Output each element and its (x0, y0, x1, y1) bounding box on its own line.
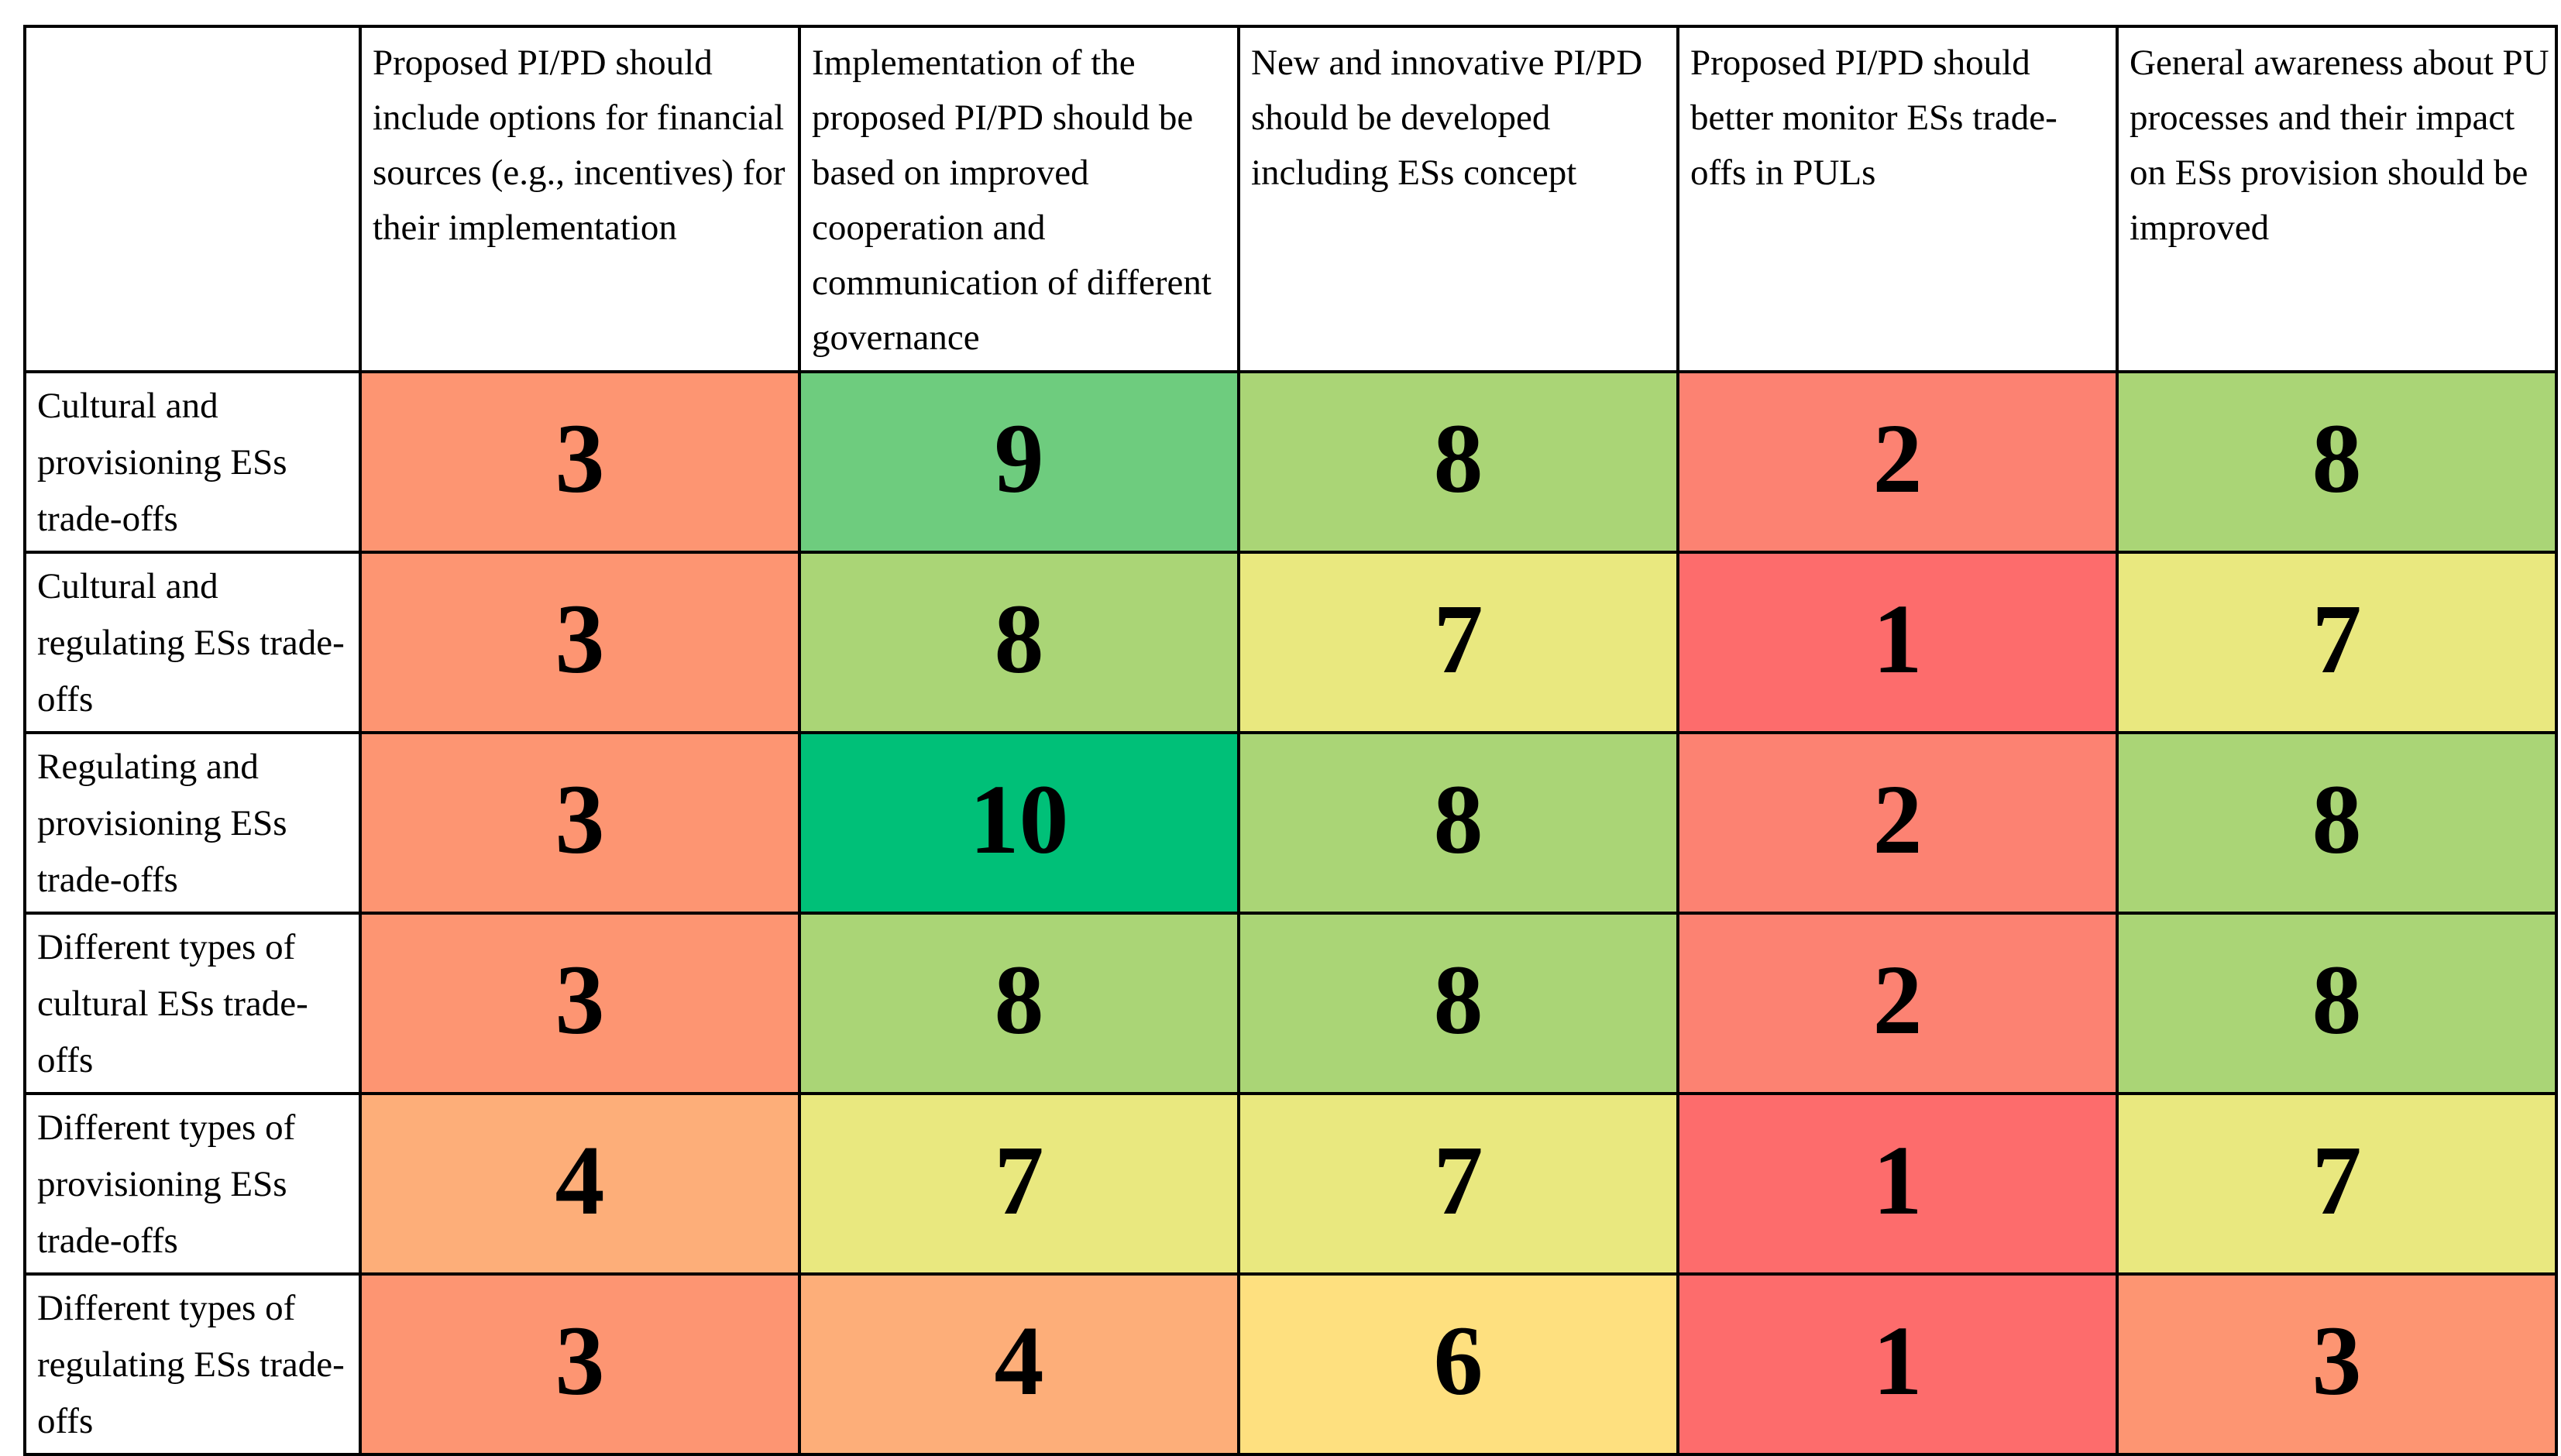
column-header-1: Proposed PI/PD should include options fo… (359, 25, 801, 373)
header-row: Proposed PI/PD should include options fo… (23, 25, 2558, 373)
heatmap-cell: 3 (359, 370, 801, 554)
heatmap-cell: 1 (1676, 1092, 2119, 1276)
table-row: Different types of cultural ESs trade-of… (23, 912, 2558, 1095)
table-row: Regulating and provisioning ESs trade-of… (23, 731, 2558, 915)
column-header-3: New and innovative PI/PD should be devel… (1237, 25, 1679, 373)
table-row: Different types of regulating ESs trade-… (23, 1272, 2558, 1456)
heatmap-cell: 2 (1676, 912, 2119, 1095)
heatmap-cell: 3 (359, 551, 801, 734)
heatmap-cell: 7 (2116, 1092, 2558, 1276)
trade-offs-heatmap-table: Proposed PI/PD should include options fo… (23, 25, 2558, 1456)
heatmap-cell: 3 (359, 912, 801, 1095)
heatmap-cell: 10 (798, 731, 1240, 915)
heatmap-cell: 4 (798, 1272, 1240, 1456)
heatmap-cell: 8 (798, 912, 1240, 1095)
heatmap-cell: 1 (1676, 1272, 2119, 1456)
table-row: Cultural and provisioning ESs trade-offs… (23, 370, 2558, 554)
row-label-3: Regulating and provisioning ESs trade-of… (23, 731, 362, 915)
heatmap-cell: 6 (1237, 1272, 1679, 1456)
heatmap-cell: 3 (2116, 1272, 2558, 1456)
row-label-4: Different types of cultural ESs trade-of… (23, 912, 362, 1095)
heatmap-cell: 1 (1676, 551, 2119, 734)
heatmap-cell: 9 (798, 370, 1240, 554)
row-label-1: Cultural and provisioning ESs trade-offs (23, 370, 362, 554)
heatmap-cell: 7 (2116, 551, 2558, 734)
heatmap-cell: 8 (2116, 370, 2558, 554)
heatmap-cell: 8 (1237, 731, 1679, 915)
heatmap-cell: 7 (1237, 551, 1679, 734)
corner-cell (23, 25, 362, 373)
heatmap-cell: 2 (1676, 731, 2119, 915)
heatmap-cell: 7 (798, 1092, 1240, 1276)
heatmap-cell: 3 (359, 731, 801, 915)
heatmap-cell: 8 (798, 551, 1240, 734)
heatmap-cell: 8 (1237, 912, 1679, 1095)
table-row: Different types of provisioning ESs trad… (23, 1092, 2558, 1276)
heatmap-cell: 8 (2116, 912, 2558, 1095)
column-header-2: Implementation of the proposed PI/PD sho… (798, 25, 1240, 373)
heatmap-cell: 4 (359, 1092, 801, 1276)
column-header-4: Proposed PI/PD should better monitor ESs… (1676, 25, 2119, 373)
row-label-6: Different types of regulating ESs trade-… (23, 1272, 362, 1456)
heatmap-cell: 2 (1676, 370, 2119, 554)
heatmap-cell: 8 (1237, 370, 1679, 554)
heatmap-cell: 3 (359, 1272, 801, 1456)
heatmap-cell: 7 (1237, 1092, 1679, 1276)
heatmap-cell: 8 (2116, 731, 2558, 915)
row-label-2: Cultural and regulating ESs trade-offs (23, 551, 362, 734)
row-label-5: Different types of provisioning ESs trad… (23, 1092, 362, 1276)
table-row: Cultural and regulating ESs trade-offs 3… (23, 551, 2558, 734)
column-header-5: General awareness about PU processes and… (2116, 25, 2558, 373)
